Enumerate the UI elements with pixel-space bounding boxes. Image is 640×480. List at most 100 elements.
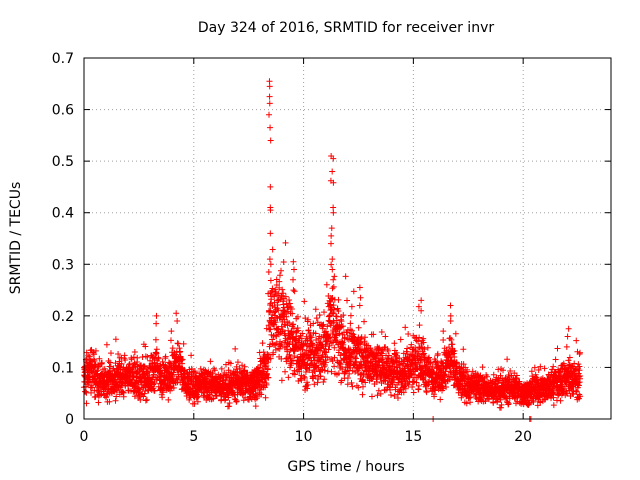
data-point: [314, 379, 321, 386]
data-point: [113, 393, 120, 400]
data-point: [561, 362, 568, 369]
data-point: [479, 364, 486, 371]
data-point: [169, 377, 176, 384]
data-point: [312, 306, 319, 313]
data-point: [463, 400, 470, 407]
data-point: [373, 378, 380, 385]
data-point: [166, 360, 173, 367]
data-point: [330, 155, 337, 162]
data-point: [318, 341, 325, 348]
data-point: [420, 339, 427, 346]
data-point: [300, 373, 307, 380]
data-point: [262, 394, 269, 401]
data-point: [290, 276, 297, 283]
data-point: [197, 365, 204, 372]
data-point: [541, 365, 548, 372]
data-point: [280, 301, 287, 308]
data-point: [226, 399, 233, 406]
y-tick-label: 0.1: [52, 360, 74, 376]
data-point: [103, 341, 110, 348]
data-point: [167, 337, 174, 344]
data-point: [339, 366, 346, 373]
data-point: [173, 310, 180, 317]
data-point: [265, 269, 272, 276]
data-point: [391, 340, 398, 347]
data-point: [561, 385, 568, 392]
data-point: [440, 336, 447, 343]
data-point: [265, 352, 272, 359]
y-tick-label: 0.7: [52, 51, 74, 67]
data-point: [267, 326, 274, 333]
x-tick-label: 0: [80, 429, 89, 445]
data-point: [298, 335, 305, 342]
data-point: [289, 310, 296, 317]
data-point: [554, 345, 561, 352]
data-point: [286, 297, 293, 304]
data-point: [268, 296, 275, 303]
data-point: [264, 371, 271, 378]
data-point: [422, 383, 429, 390]
data-point: [339, 323, 346, 330]
data-point: [320, 378, 327, 385]
data-point: [131, 348, 138, 355]
data-point: [423, 389, 430, 396]
data-point: [227, 360, 234, 367]
data-point: [513, 372, 520, 379]
data-point: [377, 390, 384, 397]
data-point: [294, 313, 301, 320]
data-point: [330, 310, 337, 317]
data-point: [504, 356, 511, 363]
data-point: [408, 341, 415, 348]
data-point: [286, 300, 293, 307]
data-point: [505, 400, 512, 407]
data-point: [107, 359, 114, 366]
data-point: [447, 312, 454, 319]
data-point: [112, 336, 119, 343]
data-point: [391, 393, 398, 400]
data-point: [179, 360, 186, 367]
data-point: [330, 209, 337, 216]
data-point: [176, 349, 183, 356]
data-point: [566, 354, 573, 361]
data-point: [85, 379, 92, 386]
data-point: [355, 384, 362, 391]
data-point: [497, 396, 504, 403]
data-point: [266, 100, 273, 107]
data-point: [276, 272, 283, 279]
data-point: [537, 363, 544, 370]
data-point: [241, 363, 248, 370]
x-tick-label: 15: [404, 429, 422, 445]
data-point: [397, 336, 404, 343]
data-point: [434, 350, 441, 357]
data-point: [349, 383, 356, 390]
data-point: [347, 320, 354, 327]
data-point: [429, 363, 436, 370]
data-point: [549, 390, 556, 397]
data-point: [535, 367, 542, 374]
data-point: [142, 397, 149, 404]
data-point: [137, 396, 144, 403]
data-point: [130, 388, 137, 395]
data-point: [270, 349, 277, 356]
data-point: [126, 360, 133, 367]
data-point: [283, 313, 290, 320]
data-point: [90, 351, 97, 358]
data-point: [304, 385, 311, 392]
data-point: [396, 355, 403, 362]
x-tick-label: 10: [295, 429, 313, 445]
data-point: [330, 319, 337, 326]
data-point: [402, 385, 409, 392]
data-point: [105, 357, 112, 364]
data-point: [352, 368, 359, 375]
data-point: [537, 399, 544, 406]
data-point: [118, 360, 125, 367]
data-point: [344, 381, 351, 388]
data-point: [140, 362, 147, 369]
data-point: [325, 346, 332, 353]
data-point: [136, 386, 143, 393]
data-point: [242, 394, 249, 401]
data-point: [266, 256, 273, 263]
data-point: [275, 290, 282, 297]
data-point: [236, 365, 243, 372]
